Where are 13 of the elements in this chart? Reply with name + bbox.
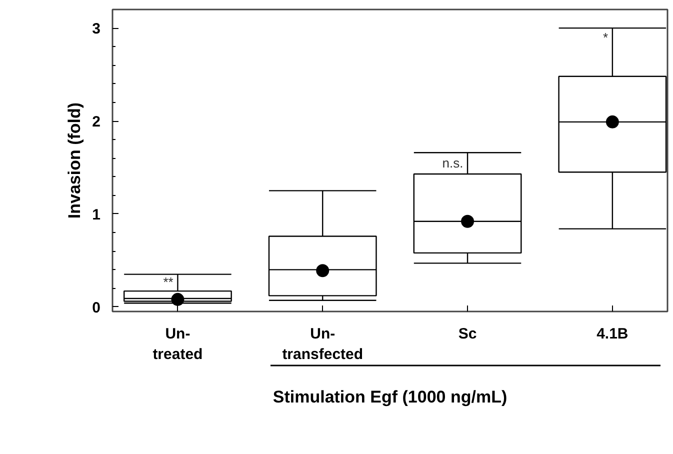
y-tick-label: 2 bbox=[92, 114, 100, 131]
x-tick-label: 4.1B bbox=[596, 326, 628, 342]
y-tick-label: 0 bbox=[92, 299, 100, 316]
x-tick-label: Un- treated bbox=[152, 326, 203, 363]
x-tick-label: Un- transfected bbox=[282, 326, 364, 363]
x-tick-label: Sc bbox=[458, 326, 477, 342]
annotation: ** bbox=[163, 274, 174, 290]
x-axis-title: Stimulation Egf (1000 ng/mL) bbox=[272, 388, 508, 406]
annotation: n.s. bbox=[442, 155, 464, 170]
y-axis-title: Invasion (fold) bbox=[65, 102, 84, 219]
annotation: * bbox=[603, 30, 608, 45]
y-tick-label: 3 bbox=[92, 20, 100, 38]
y-tick-label: 1 bbox=[92, 206, 100, 224]
